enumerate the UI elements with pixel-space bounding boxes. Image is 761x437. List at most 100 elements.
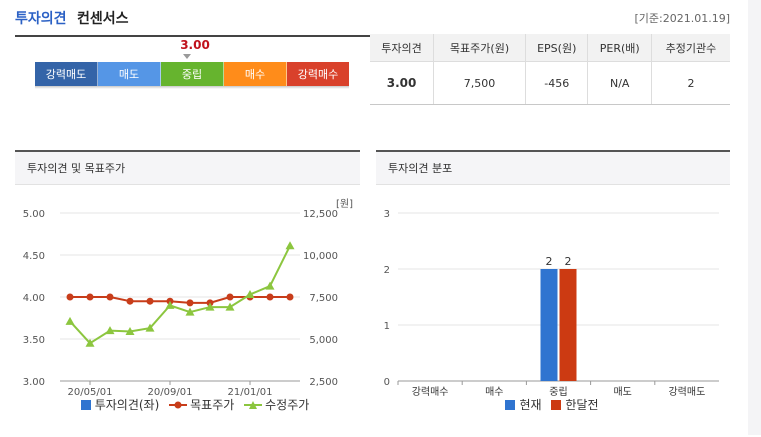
legend-label-target-price: 목표주가 xyxy=(190,398,235,412)
target-price-point xyxy=(106,293,114,301)
left-axis-tick-label: 3.50 xyxy=(23,335,45,346)
adjusted-price-point xyxy=(285,241,295,250)
target-price-point xyxy=(186,299,194,307)
x-axis-tick-label: 20/09/01 xyxy=(148,387,193,398)
scale-segment-sell: 매도 xyxy=(98,62,161,86)
legend-label-current: 현재 xyxy=(519,398,542,412)
opinion-scale-shadow xyxy=(35,86,349,89)
panel-title-right: 투자의견 분포 xyxy=(376,152,730,185)
x-axis-tick-label: 21/01/01 xyxy=(228,387,273,398)
legend-line-circle-icon xyxy=(169,401,188,408)
adjusted-price-point xyxy=(85,338,95,347)
value-opinion: 3.00 xyxy=(370,61,434,105)
legend-item-current: 현재 xyxy=(505,396,542,413)
y-axis-tick-label: 3 xyxy=(384,209,390,220)
adjusted-price-point xyxy=(65,316,75,325)
consensus-value-row: 3.00 7,500 -456 N/A 2 xyxy=(370,61,730,105)
header-opinion: 투자의견 xyxy=(370,34,434,62)
legend-line-triangle-icon xyxy=(244,400,263,409)
scale-segment-strong-sell: 강력매도 xyxy=(35,62,98,86)
target-price-point xyxy=(146,297,154,305)
opinion-marker-icon xyxy=(183,54,191,59)
opinion-price-line-chart: 5.00 12,500 4.50 10,000 4.00 7,500 3.50 5,000 3.… xyxy=(23,198,353,398)
legend-item-month-ago: 한달전 xyxy=(551,396,599,413)
value-eps: -456 xyxy=(524,61,588,105)
opinion-target-price-panel: 투자의견 및 목표주가 5.00 12,500 4.50 10,000 4.00 7,50… xyxy=(15,150,360,437)
opinion-score: 3.00 xyxy=(180,38,210,52)
section-header: 투자의견 컨센서스 [기준:2021.01.19] xyxy=(15,0,730,37)
y-axis-tick-label: 1 xyxy=(384,321,390,332)
section-title: 컨센서스 xyxy=(77,11,129,27)
adjusted-price-point xyxy=(125,326,135,335)
line-chart-legend: 투자의견(좌) 목표주가 수정주가 xyxy=(15,396,375,413)
left-axis-tick-label: 4.50 xyxy=(23,251,45,262)
legend-square-icon xyxy=(505,399,516,410)
y-axis-tick-label: 2 xyxy=(384,265,390,276)
right-axis-tick-label: 7,500 xyxy=(309,293,338,304)
header-target-price: 목표주가(원) xyxy=(433,34,526,62)
section-title-highlight: 투자의견 xyxy=(15,11,67,27)
legend-label-adjusted-price: 수정주가 xyxy=(265,398,310,412)
header-per: PER(배) xyxy=(587,34,652,62)
bar-value-label: 2 xyxy=(546,255,553,268)
right-axis-tick-label: 2,500 xyxy=(309,377,338,388)
panel-title-left: 투자의견 및 목표주가 xyxy=(15,152,360,185)
adjusted-price-point xyxy=(185,307,195,316)
adjusted-price-point xyxy=(105,326,115,335)
adjusted-price-point xyxy=(245,289,255,298)
x-axis-category-label: 매수 xyxy=(485,386,503,398)
series-line-adjusted-price xyxy=(69,245,291,345)
value-estimator-count: 2 xyxy=(650,61,730,105)
header-eps: EPS(원) xyxy=(524,34,588,62)
value-per: N/A xyxy=(587,61,652,105)
target-price-point xyxy=(286,293,294,301)
adjusted-price-point xyxy=(225,302,235,311)
legend-label-month-ago: 한달전 xyxy=(565,398,599,412)
adjusted-price-point xyxy=(265,281,275,290)
legend-square-icon xyxy=(551,399,562,410)
header-estimator-count: 추정기관수 xyxy=(650,34,730,62)
target-price-point xyxy=(126,297,134,305)
reference-date: [기준:2021.01.19] xyxy=(634,12,730,25)
adjusted-price-point xyxy=(205,302,215,311)
bar-value-label: 2 xyxy=(565,255,572,268)
opinion-scale-bar: 강력매도 매도 중립 매수 강력매수 xyxy=(35,62,349,86)
value-target-price: 7,500 xyxy=(433,61,526,105)
bar-current xyxy=(540,269,558,381)
scale-segment-neutral: 중립 xyxy=(161,62,224,86)
x-axis-category-label: 강력매수 xyxy=(412,386,449,398)
right-axis-tick-label: 10,000 xyxy=(303,251,338,262)
series-line-target-price xyxy=(70,296,290,304)
target-price-point xyxy=(226,293,234,301)
x-axis-tick-label: 20/05/01 xyxy=(68,387,113,398)
target-price-point xyxy=(266,293,274,301)
left-axis-tick-label: 4.00 xyxy=(23,293,45,304)
y-axis-tick-label: 0 xyxy=(384,377,390,388)
legend-square-icon xyxy=(80,399,91,410)
opinion-distribution-panel: 투자의견 분포 3 2 1 0 강력매수 매수 중립 2 2 매도 강력매도 xyxy=(376,150,730,437)
bar-month-ago xyxy=(559,269,577,381)
legend-label-opinion: 투자의견(좌) xyxy=(94,398,160,412)
consensus-table: 투자의견 목표주가(원) EPS(원) PER(배) 추정기관수 3.00 7,… xyxy=(370,34,730,105)
adjusted-price-point xyxy=(145,323,155,332)
scale-segment-buy: 매수 xyxy=(224,62,287,86)
x-axis-category-label: 매도 xyxy=(613,386,631,398)
x-axis-category-label: 강력매도 xyxy=(668,386,705,398)
target-price-point xyxy=(66,293,74,301)
scale-segment-strong-buy: 강력매수 xyxy=(287,62,349,86)
target-price-point xyxy=(86,293,94,301)
adjusted-price-point xyxy=(165,300,175,309)
legend-item-adjusted-price: 수정주가 xyxy=(244,396,309,413)
legend-item-opinion: 투자의견(좌) xyxy=(80,396,160,413)
consensus-header-row: 투자의견 목표주가(원) EPS(원) PER(배) 추정기관수 xyxy=(370,34,730,62)
left-axis-tick-label: 5.00 xyxy=(23,209,45,220)
right-axis-tick-label: 12,500 xyxy=(303,209,338,220)
left-axis-tick-label: 3.00 xyxy=(23,377,45,388)
right-axis-tick-label: 5,000 xyxy=(309,335,338,346)
right-axis-unit-label: [원] xyxy=(336,198,353,210)
legend-item-target-price: 목표주가 xyxy=(169,396,234,413)
x-axis-category-label: 중립 xyxy=(549,385,567,398)
right-edge-strip xyxy=(748,0,761,435)
bar-chart-legend: 현재 한달전 xyxy=(372,396,732,413)
